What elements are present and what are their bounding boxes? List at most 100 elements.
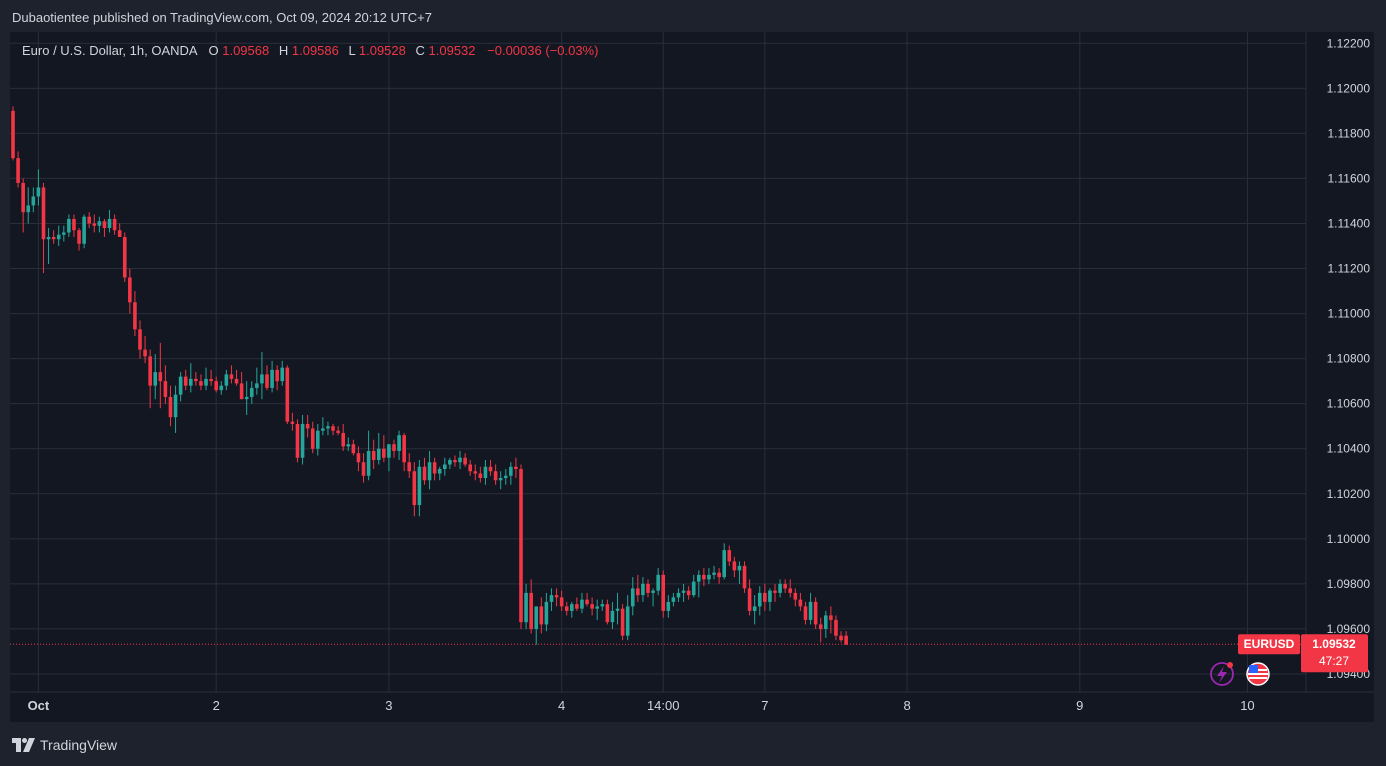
candle-body	[686, 590, 691, 596]
candle-body	[549, 595, 554, 602]
candle-body	[265, 374, 269, 388]
candle	[341, 423, 345, 451]
candle	[798, 592, 803, 611]
candle	[133, 291, 137, 337]
candle	[427, 450, 432, 490]
candle	[36, 169, 41, 206]
candle	[717, 568, 721, 584]
candle	[290, 412, 295, 431]
y-tick-label: 1.11000	[1328, 307, 1371, 321]
candle-body	[260, 374, 264, 384]
candle-body	[163, 381, 168, 397]
candle	[656, 568, 660, 596]
candle	[148, 349, 152, 409]
candle-body	[280, 367, 285, 382]
candle-body	[483, 466, 488, 479]
y-tick-label: 1.11200	[1328, 262, 1371, 276]
candle	[204, 367, 208, 391]
candle-body	[580, 599, 584, 609]
candle	[331, 423, 335, 436]
candle	[321, 417, 325, 436]
lightning-icon[interactable]	[1210, 662, 1234, 686]
candle-body	[300, 423, 305, 458]
candle-body	[427, 462, 432, 481]
candle	[453, 455, 457, 467]
candle-body	[412, 471, 417, 506]
chart[interactable]: 1.12200 1.12000 1.11800 1.11600 1.11400 1.112…	[10, 32, 1374, 722]
candle	[763, 583, 767, 611]
candle	[443, 457, 447, 476]
candle-body	[346, 444, 351, 447]
legend-close-label: C	[416, 43, 425, 58]
us-flag-icon[interactable]	[1246, 662, 1270, 686]
candle	[468, 459, 472, 476]
candle	[199, 374, 203, 391]
candle-body	[478, 473, 483, 479]
price-tag-countdown: 47:27	[1319, 654, 1349, 668]
candle	[727, 545, 732, 566]
candle	[153, 354, 158, 400]
y-tick-label: 1.10000	[1327, 532, 1371, 546]
candle	[168, 385, 173, 427]
candle-body	[321, 428, 325, 431]
publish-header: Dubaotientee published on TradingView.co…	[12, 10, 433, 25]
price-axis[interactable]	[1306, 32, 1374, 692]
candle	[361, 453, 366, 483]
candle	[163, 365, 168, 404]
candle	[72, 214, 76, 237]
candle	[818, 617, 823, 643]
legend-open-value: 1.09568	[222, 43, 269, 58]
candle-body	[112, 218, 117, 231]
candle-body	[422, 466, 427, 481]
candle	[31, 187, 36, 213]
candle-body	[697, 574, 701, 582]
candle-body	[747, 588, 752, 611]
candle	[742, 561, 747, 593]
candle	[102, 218, 107, 237]
candle	[326, 421, 330, 436]
price-tag-price: 1.09532	[1312, 637, 1356, 651]
candle-body	[564, 606, 569, 611]
candle	[697, 570, 701, 598]
candle-body	[778, 583, 782, 593]
candle	[270, 360, 274, 393]
candle-body	[681, 590, 686, 593]
candle	[249, 381, 254, 404]
candle-body	[270, 369, 274, 388]
candle-body	[585, 599, 589, 605]
candle	[595, 599, 599, 620]
candle-body	[194, 378, 198, 382]
candle-body	[752, 606, 757, 611]
legend-low-value: 1.09528	[359, 43, 406, 58]
candle	[397, 430, 401, 460]
candle	[844, 631, 848, 645]
candle	[620, 604, 625, 641]
candle-body	[514, 466, 518, 469]
candle	[615, 592, 620, 625]
candle	[773, 583, 777, 602]
candle-body	[117, 230, 122, 237]
candle	[128, 268, 132, 314]
candle	[407, 453, 412, 479]
candle-body	[219, 385, 224, 391]
candle-body	[498, 478, 503, 481]
candle	[21, 178, 25, 233]
time-axis[interactable]	[10, 692, 1374, 722]
candle-body	[610, 610, 615, 623]
candle-body	[829, 615, 833, 620]
candle-body	[503, 475, 508, 479]
tradingview-logo[interactable]: TradingView	[12, 737, 117, 753]
candle	[544, 592, 549, 632]
candle-body	[153, 372, 158, 386]
chart-svg[interactable]: 1.12200 1.12000 1.11800 1.11600 1.11400 1.112…	[10, 32, 1374, 722]
candle	[757, 586, 762, 616]
candle	[178, 372, 183, 402]
candle-body	[67, 218, 71, 233]
candle	[646, 579, 650, 598]
candle	[448, 457, 452, 469]
candle	[768, 588, 772, 611]
price-tag[interactable]: EURUSD 1.09532 47:27	[1238, 634, 1368, 673]
candle	[229, 365, 234, 384]
candle	[732, 556, 737, 578]
y-tick-label: 1.11400	[1328, 216, 1371, 230]
